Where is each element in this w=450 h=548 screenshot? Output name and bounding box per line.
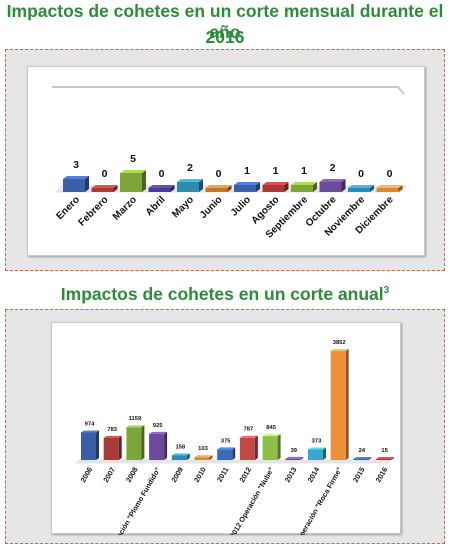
data-label-febrero: 0 <box>102 168 108 180</box>
bar-operacion-plomo-fundido <box>149 431 168 460</box>
bar-2013 <box>285 456 304 460</box>
plot-wall-line <box>52 86 405 95</box>
tick-label-2015: 2015 <box>351 466 367 484</box>
bar-octubre <box>319 179 346 192</box>
data-label-julio: 1 <box>244 165 250 177</box>
data-label-agosto: 1 <box>273 165 279 177</box>
data-label-operacion-plomo-fundido: 925 <box>153 423 163 429</box>
plot-floor <box>75 459 392 464</box>
data-label-octubre: 2 <box>330 162 336 174</box>
tick-label-2013: 2013 <box>283 466 299 484</box>
data-label-2006: 974 <box>85 421 95 427</box>
tick-label-2009: 2009 <box>169 466 185 484</box>
monthly-chart-title-line1: Impactos de cohetes en un corte mensual … <box>6 1 444 42</box>
tick-label-marzo: Marzo <box>111 194 139 222</box>
bar-2015 <box>353 457 372 460</box>
bar-2007 <box>103 435 122 460</box>
data-label-2015: 24 <box>359 448 366 454</box>
bar-septiembre <box>291 182 317 192</box>
data-label-septiembre: 1 <box>301 165 307 177</box>
tick-label-2008: 2008 <box>124 466 140 484</box>
bar-2008 <box>126 425 145 460</box>
data-label-diciembre: 0 <box>387 168 393 180</box>
monthly-chart-title-line2: 2016 <box>205 27 245 47</box>
annual-chart-title-footnote: 3 <box>383 285 390 296</box>
data-label-mayo: 2 <box>187 162 193 174</box>
tick-label-2016: 2016 <box>374 466 390 484</box>
bar-2014 <box>308 447 326 460</box>
tick-label-2011: 2011 <box>215 465 231 483</box>
bar-julio <box>234 182 260 192</box>
data-label-operacion-roca-firme: 3852 <box>333 340 346 346</box>
data-label-2007: 783 <box>107 427 117 433</box>
data-label-enero: 3 <box>73 159 79 171</box>
bar-operacion-roca-firme <box>330 349 349 460</box>
bar-febrero <box>91 185 118 192</box>
data-label-2013: 39 <box>291 448 298 454</box>
tick-label-2014: 2014 <box>305 466 321 484</box>
data-label-marzo: 5 <box>130 153 136 165</box>
bar-2012 <box>239 435 258 460</box>
tick-label-2012-operacion-nube: 2012 Operación "Nube" <box>228 466 276 536</box>
data-label-abril: 0 <box>159 168 165 180</box>
monthly-chart-area: 3 Enero 0 Febrero 5 Marzo 0 Abril 2 Mayo 0 Junio 1 Ju… <box>27 66 425 256</box>
annual-chart-title-text: Impactos de cohetes en un corte anual <box>60 283 384 304</box>
tick-label-julio: Julio <box>229 194 253 218</box>
data-label-junio: 0 <box>216 168 222 180</box>
bar-enero <box>63 176 89 192</box>
tick-label-mayo: Mayo <box>170 194 196 220</box>
bar-2006 <box>81 430 99 460</box>
annual-chart-area: 974 2006 783 2007 1159 2008 925 Operación "Plom… <box>51 322 401 536</box>
tick-label-2006: 2006 <box>78 466 94 484</box>
bar-abril <box>148 185 175 192</box>
bar-junio <box>205 185 232 192</box>
tick-label-2010: 2010 <box>192 466 208 484</box>
data-label-2012-operacion-nube: 845 <box>266 425 276 431</box>
bar-2012-operacion-nube <box>262 434 281 460</box>
bar-agosto <box>262 182 289 192</box>
data-label-2011: 375 <box>221 438 231 444</box>
data-label-2009: 158 <box>175 445 185 451</box>
monthly-chart-panel: 3 Enero 0 Febrero 5 Marzo 0 Abril 2 Mayo 0 Junio 1 Ju… <box>5 49 445 271</box>
bar-diciembre <box>376 185 403 192</box>
tick-label-febrero: Febrero <box>77 194 111 228</box>
bar-2010 <box>194 455 213 460</box>
bar-2016 <box>376 457 395 460</box>
data-label-noviembre: 0 <box>358 168 364 180</box>
tick-label-junio: Junio <box>198 194 225 221</box>
bar-2011 <box>217 447 236 460</box>
tick-label-operacion-roca-firme: Operación "Roca Firme" <box>294 466 344 536</box>
bar-2009 <box>171 453 190 460</box>
annual-chart-title: Impactos de cohetes en un corte anual3 <box>0 280 450 305</box>
tick-label-abril: Abril <box>144 194 168 218</box>
data-label-2016: 15 <box>381 448 388 454</box>
tick-label-2012: 2012 <box>237 466 253 484</box>
bar-mayo <box>177 179 203 192</box>
annual-chart-panel: 974 2006 783 2007 1159 2008 925 Operación "Plom… <box>5 309 445 544</box>
data-label-2014: 373 <box>312 438 322 444</box>
monthly-bar-chart: 3Enero0Febrero5Marzo0Abril2Mayo0Junio1Ju… <box>52 86 407 241</box>
data-label-2012: 787 <box>244 427 254 433</box>
bar-noviembre <box>348 185 374 192</box>
tick-label-2007: 2007 <box>101 466 117 484</box>
data-label-2010: 103 <box>198 446 208 452</box>
data-label-2008: 1159 <box>129 416 142 422</box>
bar-marzo <box>120 170 146 192</box>
